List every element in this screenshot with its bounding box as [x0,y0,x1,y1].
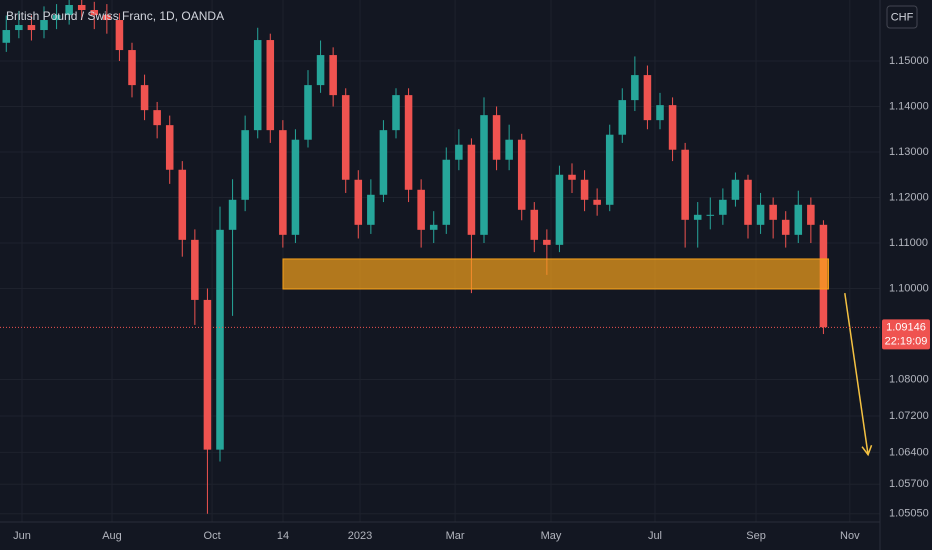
candle-body [781,219,790,235]
candle-body [756,204,765,225]
candle-body [719,199,727,215]
candle-body [253,40,262,131]
y-tick-label: 1.06400 [889,446,929,458]
candle-body [316,55,325,86]
candle-body [505,139,513,160]
x-tick-label: Oct [204,530,221,542]
candle-body [455,144,463,160]
candle-body [555,174,564,245]
candle-body [404,95,413,190]
candle-body [794,204,803,235]
y-tick-label: 1.12000 [889,191,929,203]
arrow-line [844,292,869,455]
candle-body [153,110,161,126]
candle-body [693,214,702,220]
x-tick-label: Aug [102,530,122,542]
y-tick-label: 1.08000 [889,373,929,385]
y-tick-label: 1.05700 [889,478,929,490]
x-tick-label: Mar [446,530,465,542]
candle-body [140,85,149,111]
candle-body [417,189,425,230]
x-tick-label: May [541,530,562,542]
candle-body [115,20,124,51]
candle-body [2,30,11,43]
candle-body [228,199,237,230]
candle-body [203,299,212,450]
x-tick-label: 2023 [348,530,372,542]
candle-body [429,224,438,230]
y-tick-label: 1.10000 [889,282,929,294]
candle-body [442,159,451,225]
candle-body [279,130,287,235]
y-tick-label: 1.11000 [889,237,928,249]
candle-body [769,204,777,220]
candle-body [27,25,36,31]
candle-body [467,144,476,235]
candle-body [291,139,300,235]
x-tick-label: 14 [277,530,289,542]
y-tick-label: 1.14000 [889,100,929,112]
candle-body [15,25,23,31]
support-zone [282,258,829,290]
candle-body [266,40,275,131]
x-tick-label: Nov [840,530,860,542]
plot [0,0,880,514]
candle-body [530,209,539,240]
candle-body [379,130,388,195]
candle-body [807,204,815,225]
x-tick-label: Jun [13,530,31,542]
candle-body [744,179,752,225]
y-tick-label: 1.15000 [889,55,929,67]
candle-body [480,115,488,235]
candle-body [90,10,99,16]
candle-body [731,179,740,200]
candle-body [191,239,199,300]
x-tick-label: Sep [746,530,766,542]
candle-body [77,5,86,11]
candle-body [668,105,677,150]
last-price-box [882,319,930,350]
arrow-head [861,445,873,457]
y-tick-label: 1.07200 [889,410,929,422]
candle-body [367,194,375,225]
candle-body [128,50,136,86]
candle-body [40,20,48,31]
axes: 1.15000 1.14000 1.13000 1.12000 1.11000 1.100… [13,55,930,542]
candle-body [543,239,551,245]
candle-body [304,85,312,140]
candle-body [65,5,73,16]
symbol-title: British Pound / Swiss Franc, 1D, OANDA [6,9,224,23]
last-price-label: 1.09146 [886,321,926,333]
candle-body [354,179,363,225]
candle-body [341,95,350,180]
candle-body [618,100,627,135]
candle-body [52,15,61,21]
candle-body [643,75,652,121]
candle-body [605,134,614,205]
currency-button[interactable] [886,5,918,29]
y-tick-label: 1.13000 [889,146,929,158]
candle-body [216,229,224,450]
candle-body [706,214,715,216]
x-tick-label: Jul [648,530,662,542]
candle-body [178,169,187,240]
candle-body [656,105,664,121]
candle-body [165,125,174,170]
candle-body [517,139,526,210]
candle-body [681,149,689,220]
candle-body [103,15,111,21]
candle-body [593,199,601,205]
candle-body [329,55,337,96]
candle-body [492,115,501,160]
candle-body [241,130,249,200]
candle-body [392,95,400,131]
candle-body [631,75,639,101]
y-tick-label: 1.05050 [889,508,929,520]
countdown-label: 22:19:09 [885,335,928,347]
candle-body [568,174,576,180]
currency-label[interactable]: CHF [891,11,914,23]
candle-body [580,179,589,200]
